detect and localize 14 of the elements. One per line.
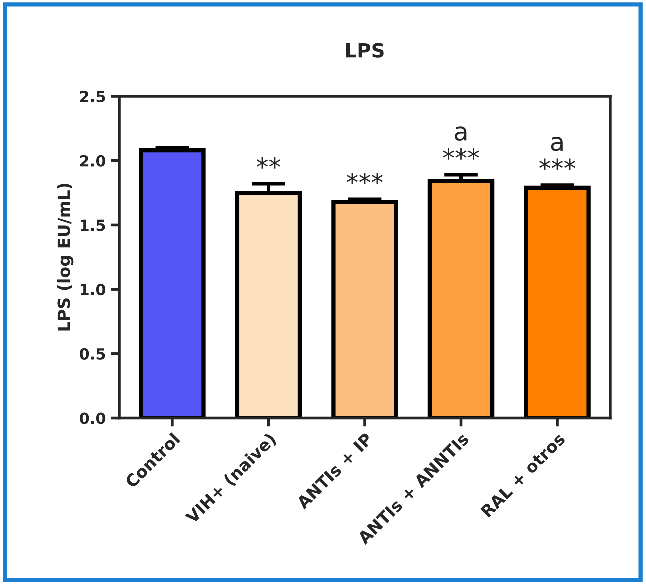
y-tick-label: 0.0 bbox=[80, 412, 106, 424]
y-tick-label: 2.5 bbox=[80, 90, 106, 103]
annotation: *** bbox=[540, 158, 576, 170]
annotation: ** bbox=[256, 158, 280, 169]
annotation: *** bbox=[346, 172, 383, 184]
y-tick-label: 0.5 bbox=[80, 348, 106, 360]
y-tick-label: 2.0 bbox=[80, 155, 106, 167]
annotation: a bbox=[551, 136, 563, 152]
y-tick-label: 1.0 bbox=[80, 284, 106, 296]
y-axis-title: LPS (log EU/mL) bbox=[57, 184, 74, 331]
annotation: a bbox=[455, 126, 467, 142]
y-tick-label: 1.5 bbox=[80, 220, 106, 232]
annotation: *** bbox=[443, 148, 480, 160]
chart-title: LPS bbox=[346, 43, 384, 58]
